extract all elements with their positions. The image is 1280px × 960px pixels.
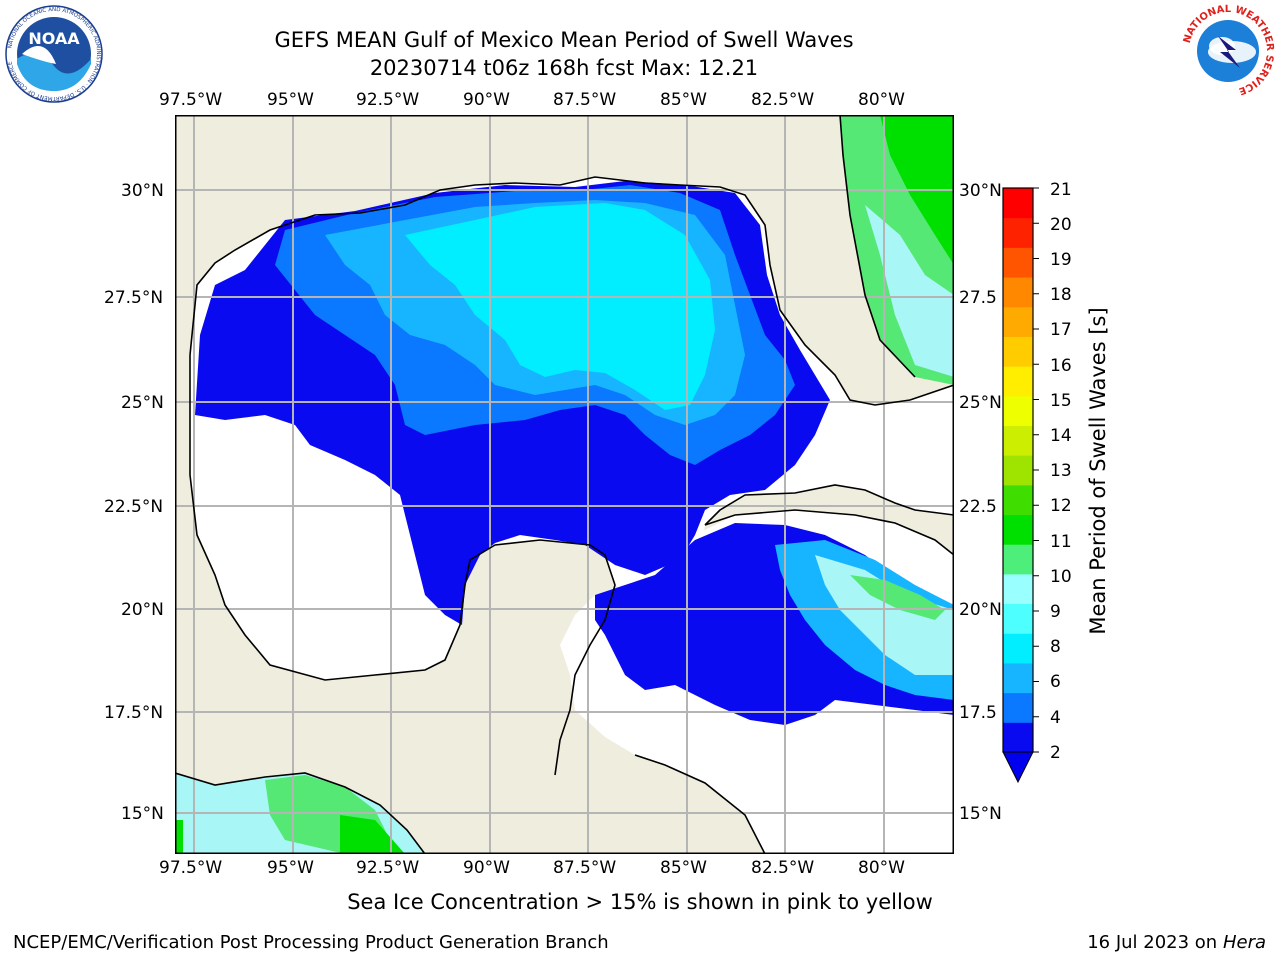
lat-label-right: 30°N xyxy=(959,181,1002,201)
colorbar-segment xyxy=(1003,455,1033,486)
swell-8-9s-region xyxy=(405,203,715,410)
colorbar-tick: 4 xyxy=(1050,708,1061,728)
colorbar-under-triangle xyxy=(1002,751,1034,784)
colorbar-segment xyxy=(1003,366,1033,397)
map-frame xyxy=(175,115,954,854)
colorbar-segment xyxy=(1003,247,1033,278)
colorbar-tick: 14 xyxy=(1050,426,1072,446)
colorbar xyxy=(1002,187,1039,784)
colorbar-segment xyxy=(1003,484,1033,516)
colorbar-segment xyxy=(1003,514,1033,545)
noaa-logo: NOAA NATIONAL OCEANIC AND ATMOSPHERIC AD… xyxy=(4,4,104,104)
colorbar-tick: 19 xyxy=(1050,250,1072,270)
colorbar-tick: 11 xyxy=(1050,532,1072,552)
footer-host: Hera xyxy=(1222,932,1266,953)
colorbar-segment xyxy=(1003,573,1033,605)
lon-label-bottom: 87.5°W xyxy=(553,858,617,878)
coastlines xyxy=(175,115,954,854)
colorbar-tick-labels: 21 20 19 18 17 16 15 14 13 12 11 10 9 8 … xyxy=(1050,180,1110,770)
noaa-logo-text: NOAA xyxy=(28,29,80,48)
lon-label-top: 90°W xyxy=(463,90,510,110)
colorbar-segment xyxy=(1003,277,1033,308)
colorbar-segment xyxy=(1003,395,1033,426)
colorbar-tick: 18 xyxy=(1050,285,1072,305)
colorbar-segment xyxy=(1003,692,1033,723)
lat-label-right: 22.5 xyxy=(959,497,997,517)
colorbar-segment xyxy=(1003,544,1033,575)
colorbar-segment xyxy=(1003,722,1033,753)
footer-date: 16 Jul 2023 on Hera xyxy=(1087,932,1266,953)
lat-label-right: 27.5 xyxy=(959,288,997,308)
atlantic-lightcyan xyxy=(865,205,954,377)
pacific-green-left xyxy=(175,820,183,854)
colorbar-tick: 6 xyxy=(1050,672,1061,692)
pacific-dark-green xyxy=(340,815,405,854)
footer-date-text: 16 Jul 2023 on xyxy=(1087,932,1223,953)
lat-label-right: 15°N xyxy=(959,804,1002,824)
lat-label-left: 22.5°N xyxy=(104,497,164,517)
lon-label-top: 95°W xyxy=(267,90,314,110)
lat-label-right: 25°N xyxy=(959,393,1002,413)
lat-label-left: 17.5°N xyxy=(104,703,164,723)
colorbar-segment xyxy=(1003,217,1033,248)
graticule xyxy=(175,115,954,854)
lon-label-top: 80°W xyxy=(858,90,905,110)
lon-label-top: 85°W xyxy=(660,90,707,110)
colorbar-label: Mean Period of Swell Waves [s] xyxy=(1086,307,1110,635)
colorbar-segment xyxy=(1003,633,1033,664)
lon-label-bottom: 92.5°W xyxy=(356,858,420,878)
lat-label-left: 27.5°N xyxy=(104,288,164,308)
lon-label-bottom: 97.5°W xyxy=(159,858,223,878)
lat-label-left: 30°N xyxy=(121,181,164,201)
lat-label-left: 15°N xyxy=(121,804,164,824)
lon-label-bottom: 90°W xyxy=(463,858,510,878)
colorbar-tick: 9 xyxy=(1050,602,1061,622)
colorbar-tick: 12 xyxy=(1050,496,1072,516)
colorbar-segment xyxy=(1003,603,1033,634)
lat-label-left: 20°N xyxy=(121,600,164,620)
colorbar-tick: 13 xyxy=(1050,461,1072,481)
lon-label-top: 97.5°W xyxy=(159,90,223,110)
lat-label-right: 20°N xyxy=(959,600,1002,620)
lat-label-left: 25°N xyxy=(121,393,164,413)
colorbar-tick: 16 xyxy=(1050,356,1072,376)
colorbar-tick: 10 xyxy=(1050,567,1072,587)
lon-label-bottom: 82.5°W xyxy=(751,858,815,878)
sea-ice-note: Sea Ice Concentration > 15% is shown in … xyxy=(347,890,933,914)
chart-title: GEFS MEAN Gulf of Mexico Mean Period of … xyxy=(274,28,854,52)
lon-label-top: 82.5°W xyxy=(751,90,815,110)
lon-label-bottom: 80°W xyxy=(858,858,905,878)
lon-label-top: 87.5°W xyxy=(553,90,617,110)
colorbar-segment xyxy=(1003,306,1033,337)
nws-logo: NATIONAL WEATHER SERVICE xyxy=(1178,4,1278,98)
colorbar-tick: 15 xyxy=(1050,391,1072,411)
swell-period-map[interactable] xyxy=(175,115,954,854)
colorbar-tick: 20 xyxy=(1050,215,1072,235)
colorbar-segment xyxy=(1003,336,1033,367)
footer-credit: NCEP/EMC/Verification Post Processing Pr… xyxy=(13,932,609,953)
colorbar-tick: 17 xyxy=(1050,320,1072,340)
colorbar-tick: 21 xyxy=(1050,180,1072,200)
colorbar-tick: 2 xyxy=(1050,743,1061,763)
colorbar-segment xyxy=(1003,662,1033,694)
colorbar-tick: 8 xyxy=(1050,637,1061,657)
lon-label-bottom: 85°W xyxy=(660,858,707,878)
lon-label-bottom: 95°W xyxy=(267,858,314,878)
chart-subtitle: 20230714 t06z 168h fcst Max: 12.21 xyxy=(369,56,759,80)
colorbar-segment xyxy=(1003,188,1033,219)
colorbar-segment xyxy=(1003,425,1033,456)
lat-label-right: 17.5 xyxy=(959,703,997,723)
lon-label-top: 92.5°W xyxy=(356,90,420,110)
